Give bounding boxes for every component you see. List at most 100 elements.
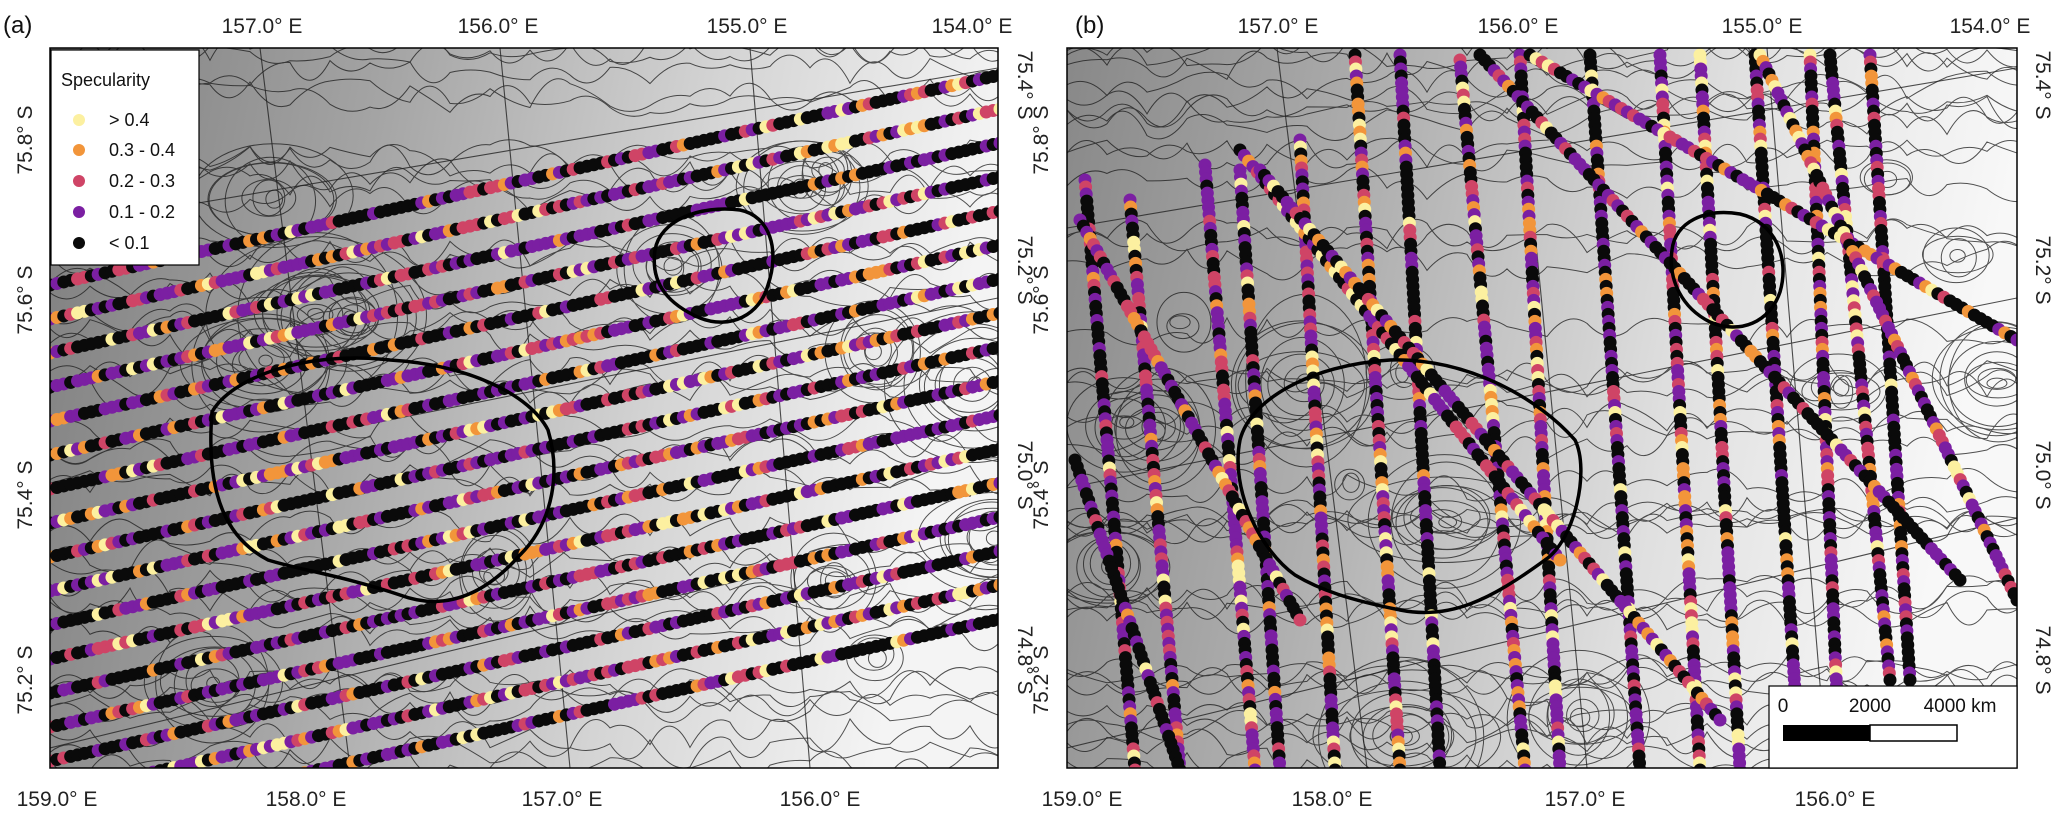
legend-swatch <box>73 175 85 187</box>
right-ticks-a: 75.4° S 75.2° S 75.0° S 74.8° S <box>1013 50 1036 694</box>
contour-line <box>483 567 505 586</box>
track-point <box>1248 763 1262 768</box>
contour-line <box>1156 291 1212 353</box>
track-point <box>147 800 160 813</box>
track-point <box>993 136 998 150</box>
track-point <box>1433 763 1447 768</box>
track-point <box>1553 553 1567 567</box>
track-point <box>1128 763 1142 768</box>
tick-label: 75.2° S <box>2031 235 2054 304</box>
track-point <box>993 272 998 286</box>
tick-label: 154.0° E <box>1950 15 2031 38</box>
contour-line <box>307 308 325 320</box>
top-ticks-a: 157.0° E 156.0° E 155.0° E 154.0° E <box>222 15 1013 38</box>
contour-line <box>1403 485 1491 550</box>
contour-line <box>1067 94 2017 128</box>
legend-swatch <box>73 114 85 126</box>
tick-label: 158.0° E <box>1292 788 1373 811</box>
contour-line <box>50 564 998 602</box>
contour-line <box>50 575 998 614</box>
top-ticks-b: 157.0° E 156.0° E 155.0° E 154.0° E <box>1238 15 2031 38</box>
tick-label: 157.0° E <box>522 788 603 811</box>
tick-label: 155.0° E <box>707 15 788 38</box>
panel-a: (a) 157.0° E 156.0° E 155.0° E 154.0° E … <box>3 12 1036 820</box>
contour-line <box>632 233 712 296</box>
track-point <box>195 789 208 802</box>
track-point <box>993 306 998 320</box>
contour-line <box>968 510 998 566</box>
track-point <box>993 578 998 592</box>
left-ticks-a: 75.8° S 75.6° S 75.4° S 75.2° S <box>14 105 37 714</box>
tick-label: 75.8° S <box>1030 105 1053 174</box>
contour-line <box>1965 361 2017 399</box>
track-point <box>188 791 201 804</box>
tick-label: 75.0° S <box>2031 440 2054 509</box>
contour-line <box>50 78 998 112</box>
contour-line <box>1318 656 1485 768</box>
track-point <box>1633 763 1647 768</box>
contour-line <box>1067 590 2017 627</box>
tick-label: 158.0° E <box>266 788 347 811</box>
panel-label-a: (a) <box>3 12 32 39</box>
tick-label: 75.6° S <box>1030 265 1053 334</box>
tick-label: 75.2° S <box>1030 645 1053 714</box>
contour-line <box>1067 654 2017 686</box>
track-point <box>993 102 998 116</box>
legend-label: > 0.4 <box>109 110 150 130</box>
track-point <box>112 807 125 820</box>
legend-swatch <box>73 237 85 249</box>
legend-label: 0.1 - 0.2 <box>109 202 175 222</box>
track-point <box>993 408 998 422</box>
map-frame-a <box>49 47 999 769</box>
contour-line <box>1334 468 1366 501</box>
contour-line <box>1395 487 1489 559</box>
contour-line <box>1067 166 2017 203</box>
track-point <box>278 771 291 784</box>
tick-label: 154.0° E <box>932 15 1013 38</box>
track-point <box>993 204 998 218</box>
contour-line <box>1947 340 2017 427</box>
graticule-line <box>1067 67 2017 229</box>
contour-line <box>50 745 998 768</box>
track-point <box>1553 763 1567 768</box>
contour-line <box>224 156 317 246</box>
track-point <box>271 772 284 785</box>
tick-label: 156.0° E <box>458 15 539 38</box>
contour-line <box>50 54 998 86</box>
track-point <box>284 769 297 782</box>
bottom-ticks-a: 159.0° E 158.0° E 157.0° E 156.0° E <box>17 788 861 811</box>
legend-label: 0.2 - 0.3 <box>109 171 175 191</box>
tick-label: 75.8° S <box>14 105 37 174</box>
outline-small-b <box>1669 211 1785 329</box>
tick-label: 159.0° E <box>17 788 98 811</box>
track-point <box>243 778 256 791</box>
tick-label: 157.0° E <box>1238 15 1319 38</box>
legend-swatch <box>73 144 85 156</box>
contour-line <box>663 256 683 276</box>
contour-line <box>1859 159 1913 196</box>
contour-line <box>1833 378 1850 397</box>
radar-tracks-a <box>50 68 998 820</box>
contour-line <box>50 139 998 176</box>
track-point <box>216 784 229 797</box>
track-point <box>1173 763 1187 768</box>
tick-label: 75.6° S <box>14 265 37 334</box>
contour-line <box>1922 227 1990 284</box>
track-point <box>78 815 91 820</box>
outline-small-a <box>652 207 775 324</box>
track-point <box>202 788 215 801</box>
tick-label: 75.4° S <box>14 460 37 529</box>
track-point <box>85 813 98 820</box>
tick-label: 156.0° E <box>780 788 861 811</box>
outline-large-a <box>209 356 556 604</box>
track-point <box>1713 713 1727 727</box>
track-point <box>143 767 150 768</box>
contour-line <box>50 166 998 200</box>
tick-label: 75.2° S <box>1013 235 1036 304</box>
track-point <box>161 797 174 810</box>
map-frame-b <box>1066 47 2018 769</box>
contour-line <box>944 507 998 571</box>
contour-line <box>1119 416 1135 429</box>
legend-label: 0.3 - 0.4 <box>109 140 175 160</box>
